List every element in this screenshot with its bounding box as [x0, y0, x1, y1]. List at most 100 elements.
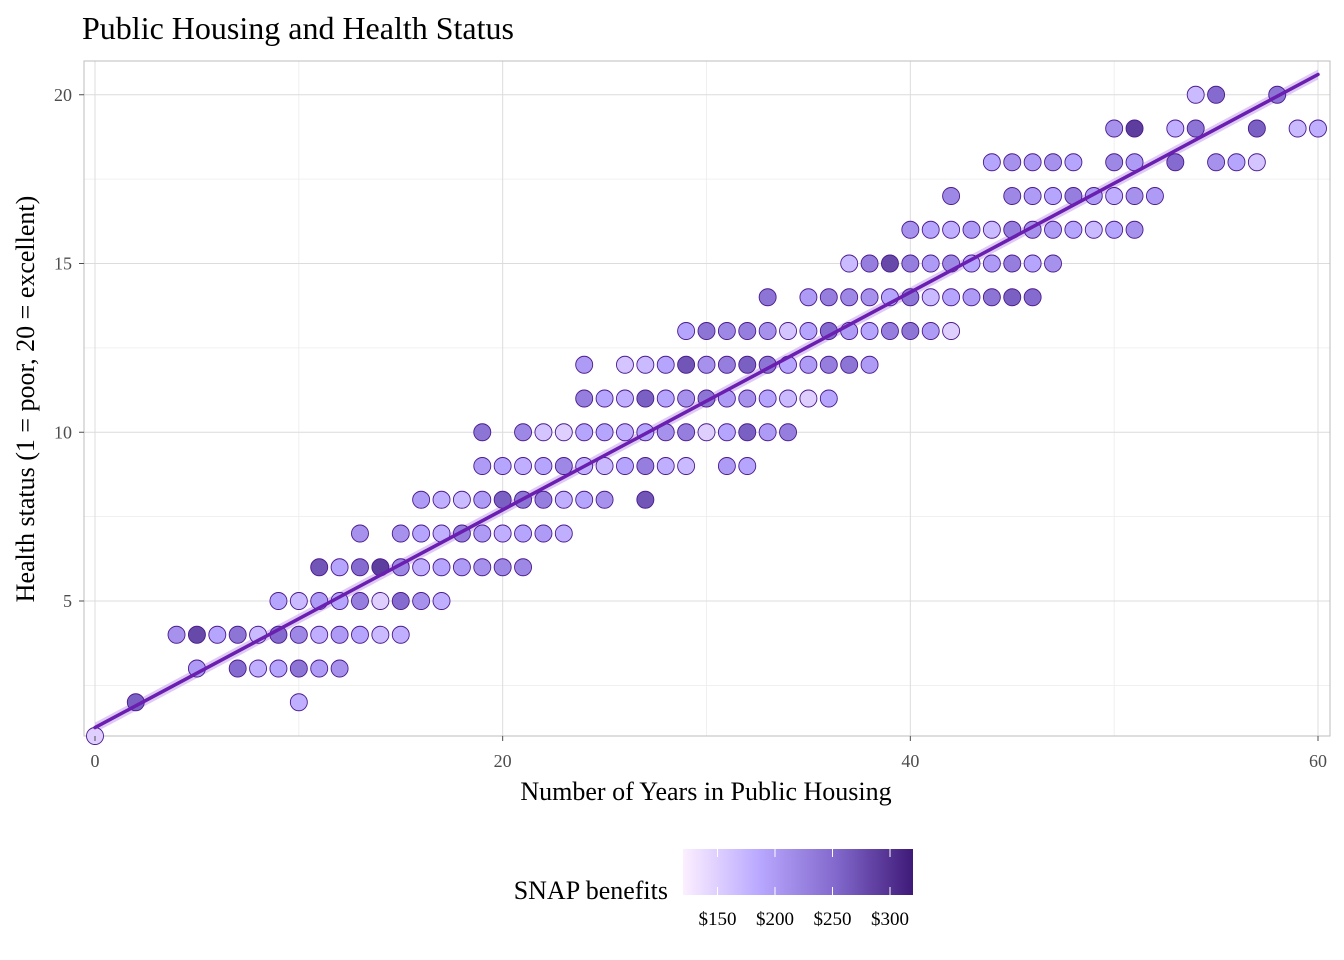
- data-point: [840, 355, 859, 374]
- data-point: [534, 524, 553, 543]
- y-tick-label: 15: [54, 254, 72, 274]
- x-axis-title: Number of Years in Public Housing: [520, 777, 891, 806]
- data-point: [779, 322, 797, 340]
- data-point: [860, 254, 879, 273]
- data-point: [636, 355, 655, 374]
- data-point: [616, 355, 634, 374]
- data-point: [228, 659, 247, 678]
- y-axis-ticks: 5 10 15 20: [54, 85, 84, 611]
- data-point: [412, 524, 431, 543]
- data-point: [738, 423, 757, 442]
- y-tick-label: 20: [54, 85, 72, 105]
- data-point: [636, 490, 655, 509]
- data-point: [738, 457, 757, 475]
- data-point: [656, 457, 675, 475]
- data-point: [921, 288, 940, 307]
- data-point: [819, 389, 838, 408]
- data-point: [554, 457, 573, 475]
- data-point: [1186, 85, 1205, 104]
- data-point: [1105, 187, 1124, 205]
- data-point: [269, 659, 288, 678]
- data-point: [1288, 119, 1307, 138]
- legend-label: $200: [756, 909, 794, 930]
- data-point: [1023, 153, 1042, 172]
- data-point: [1003, 288, 1022, 307]
- data-point: [473, 490, 492, 509]
- data-point: [881, 254, 899, 273]
- data-point: [310, 659, 329, 678]
- data-point: [554, 490, 573, 509]
- data-point: [779, 389, 797, 408]
- data-point: [412, 490, 431, 509]
- x-tick-label: 40: [901, 751, 919, 771]
- data-point: [717, 322, 736, 340]
- data-point: [860, 322, 879, 340]
- data-point: [595, 389, 614, 408]
- data-point: [1064, 220, 1083, 239]
- data-point: [1145, 187, 1164, 205]
- data-point: [799, 355, 818, 374]
- data-point: [1166, 119, 1185, 138]
- data-point: [1166, 153, 1185, 172]
- data-point: [473, 558, 492, 577]
- data-point: [860, 288, 879, 307]
- data-point: [473, 524, 492, 543]
- data-point: [799, 389, 818, 408]
- data-point: [351, 625, 369, 644]
- data-point: [982, 153, 1001, 172]
- data-point: [758, 389, 777, 408]
- data-point: [432, 592, 451, 610]
- data-point: [1207, 85, 1226, 104]
- data-point: [1084, 220, 1103, 239]
- data-point: [921, 220, 940, 239]
- data-point: [942, 322, 961, 340]
- data-point: [493, 558, 512, 577]
- data-point: [534, 457, 553, 475]
- data-point: [656, 389, 675, 408]
- x-tick-label: 20: [494, 751, 512, 771]
- data-point: [289, 625, 308, 644]
- data-point: [228, 625, 247, 644]
- data-point: [982, 220, 1001, 239]
- data-point: [371, 592, 390, 610]
- data-point: [677, 322, 696, 340]
- data-point: [310, 625, 329, 644]
- data-point: [167, 625, 186, 644]
- data-point: [1227, 153, 1246, 172]
- data-point: [330, 659, 349, 678]
- data-point: [554, 423, 573, 442]
- data-point: [473, 457, 492, 475]
- data-point: [1105, 153, 1124, 172]
- data-point: [881, 322, 899, 340]
- data-point: [758, 288, 777, 307]
- data-point: [249, 659, 268, 678]
- data-point: [493, 524, 512, 543]
- data-point: [391, 592, 410, 610]
- data-point: [942, 187, 961, 205]
- data-point: [391, 625, 410, 644]
- data-point: [1309, 119, 1327, 138]
- data-point: [779, 423, 797, 442]
- data-point: [717, 355, 736, 374]
- data-point: [1125, 187, 1144, 205]
- data-point: [982, 288, 1001, 307]
- data-point: [1044, 254, 1062, 273]
- data-point: [738, 355, 757, 374]
- data-point: [595, 457, 614, 475]
- data-point: [351, 592, 369, 610]
- data-point: [330, 625, 349, 644]
- chart-title: Public Housing and Health Status: [82, 10, 514, 46]
- data-point: [1003, 187, 1022, 205]
- data-point: [942, 288, 961, 307]
- data-point: [717, 423, 736, 442]
- data-point: [452, 490, 471, 509]
- data-point: [595, 490, 614, 509]
- data-point: [514, 558, 532, 577]
- data-point: [758, 322, 777, 340]
- plot-panel-border: [83, 60, 1331, 737]
- data-point: [1247, 119, 1266, 138]
- legend-label: $150: [699, 909, 737, 930]
- data-point: [534, 490, 553, 509]
- data-point: [738, 389, 757, 408]
- data-point: [819, 288, 838, 307]
